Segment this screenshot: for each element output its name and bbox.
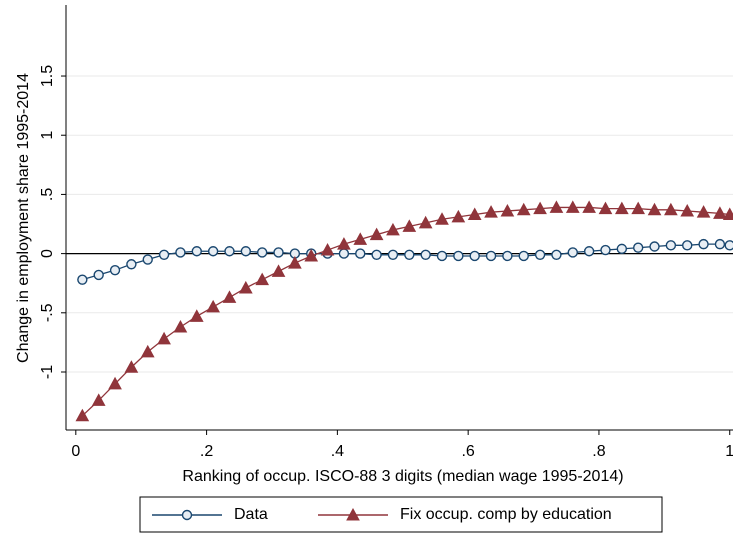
data-point	[614, 201, 629, 215]
data-point	[632, 242, 644, 253]
data-point	[222, 290, 237, 303]
data-point	[714, 238, 726, 250]
series-line	[81, 206, 730, 417]
data-point	[191, 246, 202, 257]
data-point	[404, 249, 415, 260]
data-point	[77, 274, 88, 285]
data-point	[649, 241, 660, 252]
data-point	[534, 249, 546, 260]
data-point	[206, 299, 220, 313]
data-point	[175, 247, 186, 258]
data-point	[386, 222, 400, 236]
data-point	[567, 247, 578, 258]
data-point	[93, 269, 104, 281]
x-tick-label: 1	[725, 443, 733, 460]
data-point	[664, 202, 678, 216]
data-point	[647, 202, 662, 216]
data-point	[484, 205, 498, 218]
data-point	[240, 246, 252, 257]
x-axis-title: Ranking of occup. ISCO-88 3 digits (medi…	[182, 468, 623, 485]
data-point	[369, 227, 384, 241]
data-point	[288, 256, 302, 269]
data-point	[451, 209, 466, 223]
data-point	[435, 212, 449, 225]
data-point	[273, 247, 284, 258]
y-tick-label: -1	[39, 365, 56, 379]
data-point	[616, 243, 628, 255]
legend-label: Fix occup. comp by education	[400, 506, 612, 523]
data-point	[271, 264, 286, 277]
data-point	[108, 376, 122, 390]
data-point	[713, 206, 727, 219]
y-tick-label: .5	[39, 188, 56, 201]
data-point	[353, 232, 368, 245]
data-point	[518, 250, 529, 262]
data-point	[320, 243, 335, 256]
data-point	[173, 319, 188, 333]
data-point	[142, 254, 153, 265]
data-point	[502, 250, 513, 262]
data-point	[436, 250, 448, 262]
data-point	[402, 219, 417, 232]
data-point	[255, 272, 270, 286]
data-point	[207, 246, 219, 257]
y-tick-label: 0	[39, 249, 56, 258]
data-point	[551, 249, 562, 260]
data-point	[256, 247, 268, 258]
data-point	[126, 259, 137, 270]
y-tick-label: -.5	[39, 303, 56, 322]
data-point	[453, 250, 464, 262]
legend-marker	[346, 507, 360, 521]
data-point	[124, 360, 139, 373]
data-point	[109, 264, 121, 276]
data-point	[533, 201, 547, 215]
data-point	[665, 240, 677, 251]
data-point	[583, 246, 595, 257]
data-point	[140, 344, 155, 358]
data-point	[600, 244, 611, 256]
legend-label: Data	[234, 506, 268, 523]
data-point	[500, 203, 515, 217]
data-point	[371, 249, 382, 260]
data-point	[238, 280, 253, 294]
data-point	[582, 200, 596, 213]
legend-marker	[181, 509, 193, 521]
x-tick-label: .4	[331, 443, 344, 460]
data-point	[485, 250, 497, 262]
data-point	[224, 246, 235, 257]
data-point	[467, 207, 482, 221]
x-tick-label: .2	[200, 443, 213, 460]
data-point	[157, 331, 171, 345]
data-point	[696, 205, 711, 218]
data-point	[387, 249, 399, 260]
data-point	[565, 200, 580, 213]
data-point	[189, 309, 204, 322]
data-point	[418, 215, 433, 229]
data-point	[75, 408, 90, 422]
y-tick-label: 1	[39, 131, 56, 140]
data-point	[304, 248, 319, 262]
data-point	[598, 201, 613, 215]
data-point	[158, 249, 170, 260]
data-point	[631, 201, 646, 215]
x-tick-label: .8	[592, 443, 605, 460]
x-tick-label: .6	[461, 443, 474, 460]
data-point	[680, 203, 695, 217]
data-point	[337, 237, 351, 250]
data-point	[338, 248, 350, 259]
data-point	[91, 393, 106, 406]
y-axis-title: Change in employment share 1995-2014	[15, 73, 32, 363]
legend-box	[139, 496, 663, 533]
data-point	[724, 240, 733, 251]
x-tick-label: 0	[71, 443, 80, 460]
data-point	[549, 200, 564, 213]
data-point	[516, 202, 531, 216]
data-point	[355, 248, 366, 259]
y-tick-label: 1.5	[39, 65, 56, 87]
data-point	[420, 249, 431, 260]
data-point	[682, 240, 693, 251]
data-point	[698, 238, 709, 250]
data-point	[469, 250, 480, 262]
